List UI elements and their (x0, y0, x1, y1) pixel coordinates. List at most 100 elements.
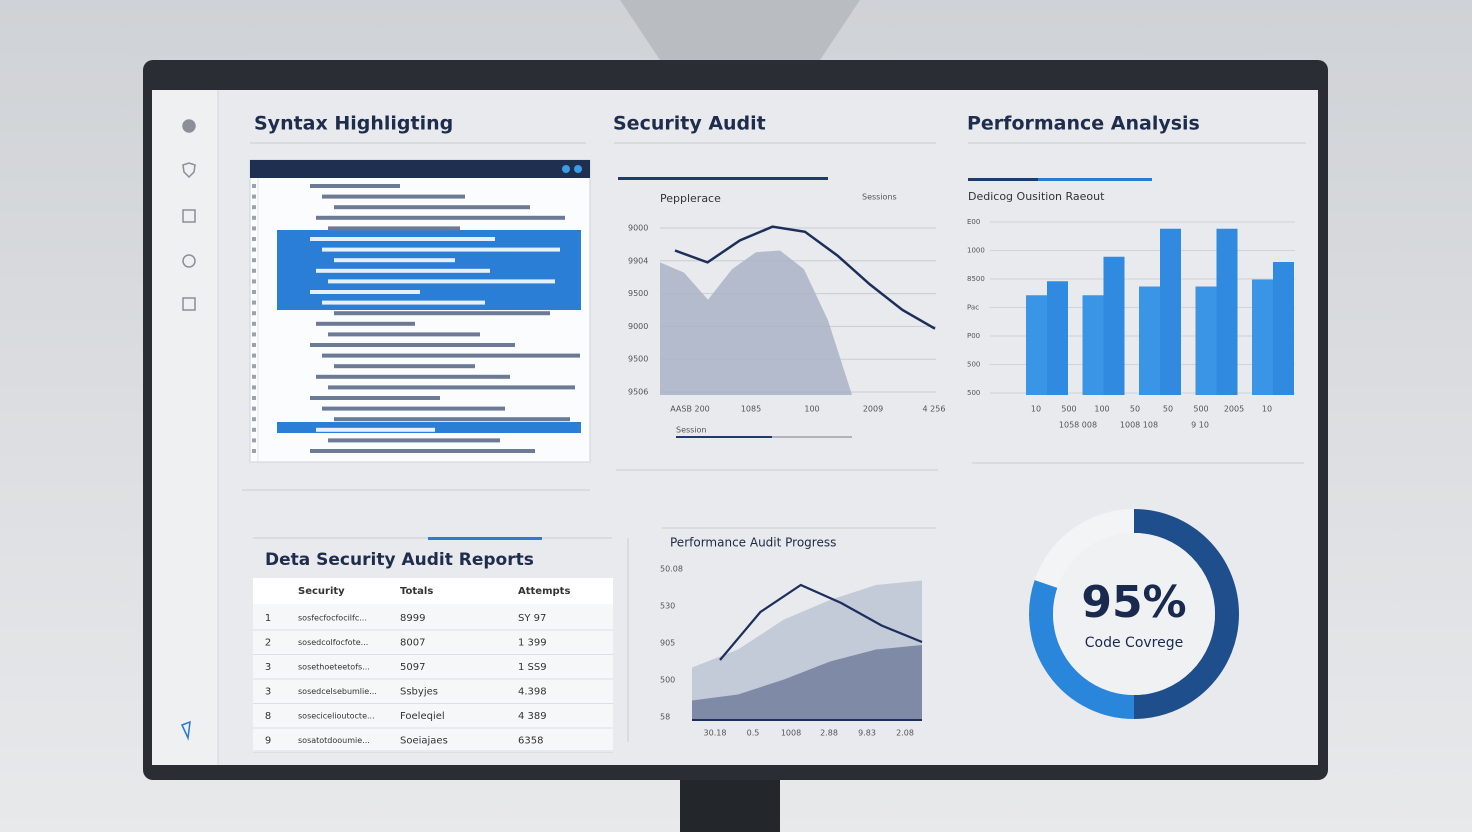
line-number (252, 290, 256, 294)
table-cell: 1 SS9 (518, 662, 547, 673)
toolbar-dot (562, 165, 570, 173)
sidebar (152, 90, 218, 765)
x-tick-label: 2.08 (896, 729, 914, 738)
x-group-label: 1058 008 (1059, 421, 1097, 430)
bar (1160, 228, 1181, 395)
line-number (252, 226, 256, 231)
x-tick-label: 100 (804, 405, 819, 414)
highlight-line (277, 422, 581, 433)
table-cell: 4.398 (518, 687, 547, 698)
icon[interactable] (182, 297, 196, 311)
ceiling (620, 0, 860, 60)
code-line (310, 184, 400, 188)
icon[interactable] (182, 254, 196, 268)
icon[interactable] (182, 209, 196, 223)
x-tick-label: 50 (1163, 405, 1173, 414)
table-cell: 1 399 (518, 638, 547, 649)
x-tick-label: 9.83 (858, 729, 876, 738)
line (719, 583, 923, 661)
bar (1103, 256, 1125, 395)
line-number (252, 237, 256, 241)
icon[interactable] (182, 119, 196, 133)
line-number (252, 343, 256, 347)
code-line (328, 385, 575, 390)
x-group-label: 1008 108 (1120, 421, 1158, 430)
y-tick-label: Pac (967, 304, 979, 312)
bar (1139, 286, 1160, 395)
y-tick-label: 58 (660, 713, 670, 722)
y-tick-label: 530 (660, 602, 675, 611)
line-number (252, 194, 256, 199)
dropdown[interactable]: Sessions (862, 193, 897, 202)
donut-segment (1029, 580, 1135, 719)
y-tick-label: 9000 (628, 322, 648, 331)
table-cell: Soeiajaes (400, 736, 448, 747)
code-line (328, 438, 500, 443)
icon[interactable] (182, 162, 196, 179)
coverage-label: Code Covrege (1085, 635, 1183, 651)
table-cell: Foeleqiel (400, 711, 445, 722)
table-cell: 3 (265, 662, 271, 673)
y-tick-label: 500 (967, 361, 980, 369)
tab-indicator (1038, 178, 1152, 181)
line-number (252, 184, 256, 188)
area (660, 250, 852, 395)
y-tick-label: 500 (660, 676, 675, 685)
x-tick-label: 500 (1193, 405, 1208, 414)
table-cell: 3 (265, 687, 271, 698)
donut-segment (1133, 509, 1239, 719)
panel-title: Deta Security Audit Reports (265, 550, 534, 570)
y-tick-label: 905 (660, 639, 675, 648)
line-number (252, 364, 256, 369)
table-cell: 2 (265, 638, 271, 649)
icon[interactable] (180, 720, 191, 741)
table-cell: Ssbyjes (400, 687, 438, 698)
table-header-cell: Attempts (518, 586, 570, 597)
panel-title: Performance Analysis (967, 113, 1200, 135)
table-cell: sosecicelioutocte... (298, 712, 375, 721)
x-tick-label: 500 (1061, 405, 1076, 414)
table-cell: 1 (265, 613, 271, 624)
bar (1273, 262, 1294, 395)
code-line (316, 321, 415, 326)
code-line (310, 290, 420, 294)
x-tick-label: 1085 (741, 405, 761, 414)
table-cell: 8007 (400, 638, 425, 649)
table-cell: 5097 (400, 662, 425, 673)
tab-indicator (428, 537, 542, 540)
y-tick-label: 9500 (628, 289, 648, 298)
table (253, 578, 613, 750)
code-line (322, 300, 485, 305)
y-tick-label: 9000 (628, 224, 648, 233)
line-number (252, 374, 256, 379)
code-line (310, 237, 495, 241)
line-number (252, 247, 256, 252)
line-number (252, 353, 256, 358)
line-number (252, 215, 256, 220)
code-line (316, 374, 510, 379)
code-line (328, 226, 460, 231)
line-number (252, 279, 256, 284)
code-line (334, 258, 455, 263)
code-line (316, 215, 565, 220)
slider-label: Session (676, 426, 707, 435)
sidebar-icons (180, 119, 196, 741)
code-line (328, 332, 480, 337)
code-line (310, 396, 440, 400)
tab-indicator (618, 177, 828, 180)
y-tick-label: 9904 (628, 256, 648, 265)
editor-toolbar (250, 160, 590, 178)
y-tick-label: 8500 (967, 275, 985, 283)
x-tick-label: 30.18 (704, 729, 727, 738)
x-group-label: 9 10 (1191, 421, 1209, 430)
code-line (310, 343, 515, 347)
donut-center (1053, 533, 1215, 695)
x-tick-label: 4 256 (923, 405, 946, 414)
table-cell: sosedcelsebumlie... (298, 687, 377, 696)
table-header-cell: Totals (400, 586, 433, 597)
table-header-cell: Security (298, 586, 345, 597)
x-tick-label: 1008 (781, 729, 801, 738)
tab-indicator (968, 178, 1038, 181)
